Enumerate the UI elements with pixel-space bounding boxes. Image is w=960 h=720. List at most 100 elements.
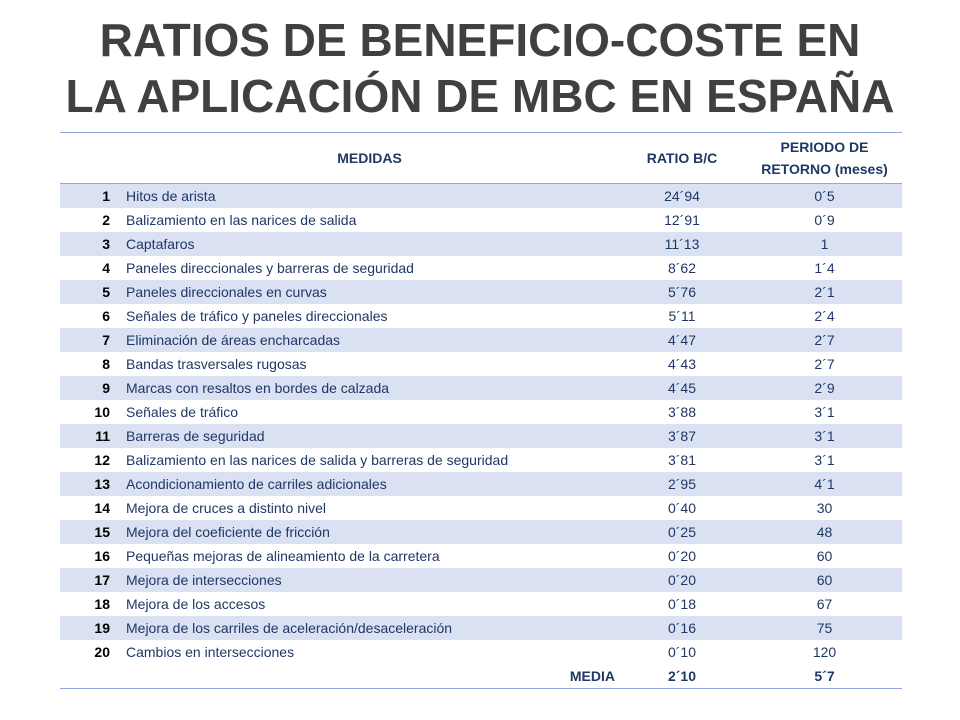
table-row: 7 Eliminación de áreas encharcadas 4´47 2´7 <box>60 328 902 352</box>
table-row: 16 Pequeñas mejoras de alineamiento de la… <box>60 544 902 568</box>
row-measure: Mejora de cruces a distinto nivel <box>122 496 617 520</box>
table-row: 9 Marcas con resaltos en bordes de calzad… <box>60 376 902 400</box>
row-period: 1 <box>747 232 902 256</box>
row-measure: Eliminación de áreas encharcadas <box>122 328 617 352</box>
row-measure: Mejora del coeficiente de fricción <box>122 520 617 544</box>
media-period: 5´7 <box>747 664 902 689</box>
row-measure: Marcas con resaltos en bordes de calzada <box>122 376 617 400</box>
row-measure: Paneles direccionales en curvas <box>122 280 617 304</box>
row-ratio: 5´11 <box>617 304 747 328</box>
row-number: 16 <box>60 544 122 568</box>
row-period: 2´9 <box>747 376 902 400</box>
row-measure: Bandas trasversales rugosas <box>122 352 617 376</box>
table-row: 12 Balizamiento en las narices de salida … <box>60 448 902 472</box>
header-period-line2: RETORNO (meses) <box>761 161 888 177</box>
row-ratio: 0´20 <box>617 568 747 592</box>
table-row: 2 Balizamiento en las narices de salida 12… <box>60 208 902 232</box>
row-measure: Balizamiento en las narices de salida <box>122 208 617 232</box>
table-row: 8 Bandas trasversales rugosas 4´43 2´7 <box>60 352 902 376</box>
row-period: 2´4 <box>747 304 902 328</box>
row-number: 3 <box>60 232 122 256</box>
table-row: 20 Cambios en intersecciones 0´10 120 <box>60 640 902 664</box>
row-measure: Hitos de arista <box>122 183 617 208</box>
table-row: 3 Captafaros 11´13 1 <box>60 232 902 256</box>
title-line-2: LA APLICACIÓN DE MBC EN ESPAÑA <box>65 70 895 122</box>
row-period: 48 <box>747 520 902 544</box>
row-number: 12 <box>60 448 122 472</box>
row-number: 6 <box>60 304 122 328</box>
row-number: 13 <box>60 472 122 496</box>
header-num <box>60 132 122 184</box>
row-number: 11 <box>60 424 122 448</box>
row-measure: Balizamiento en las narices de salida y … <box>122 448 617 472</box>
row-number: 17 <box>60 568 122 592</box>
row-period: 3´1 <box>747 424 902 448</box>
header-medidas: MEDIDAS <box>122 132 617 184</box>
row-ratio: 8´62 <box>617 256 747 280</box>
row-measure: Captafaros <box>122 232 617 256</box>
row-ratio: 2´95 <box>617 472 747 496</box>
row-period: 0´5 <box>747 183 902 208</box>
table-row: 4 Paneles direccionales y barreras de seg… <box>60 256 902 280</box>
media-ratio: 2´10 <box>617 664 747 689</box>
row-period: 2´7 <box>747 352 902 376</box>
row-ratio: 0´18 <box>617 592 747 616</box>
row-period: 1´4 <box>747 256 902 280</box>
row-number: 10 <box>60 400 122 424</box>
row-ratio: 12´91 <box>617 208 747 232</box>
row-period: 3´1 <box>747 448 902 472</box>
table-row: 14 Mejora de cruces a distinto nivel 0´40 3… <box>60 496 902 520</box>
row-period: 60 <box>747 544 902 568</box>
row-number: 19 <box>60 616 122 640</box>
row-ratio: 3´88 <box>617 400 747 424</box>
row-ratio: 0´25 <box>617 520 747 544</box>
row-period: 75 <box>747 616 902 640</box>
row-period: 4´1 <box>747 472 902 496</box>
row-measure: Cambios en intersecciones <box>122 640 617 664</box>
row-ratio: 5´76 <box>617 280 747 304</box>
row-measure: Mejora de los carriles de aceleración/de… <box>122 616 617 640</box>
table-row: 17 Mejora de intersecciones 0´20 60 <box>60 568 902 592</box>
row-measure: Paneles direccionales y barreras de segu… <box>122 256 617 280</box>
table-row: 13 Acondicionamiento de carriles adiciona… <box>60 472 902 496</box>
table-row: 18 Mejora de los accesos 0´18 67 <box>60 592 902 616</box>
row-measure: Señales de tráfico <box>122 400 617 424</box>
row-ratio: 4´47 <box>617 328 747 352</box>
table-row: 11 Barreras de seguridad 3´87 3´1 <box>60 424 902 448</box>
row-ratio: 0´16 <box>617 616 747 640</box>
row-measure: Barreras de seguridad <box>122 424 617 448</box>
row-ratio: 11´13 <box>617 232 747 256</box>
row-ratio: 3´87 <box>617 424 747 448</box>
row-period: 2´1 <box>747 280 902 304</box>
row-measure: Mejora de los accesos <box>122 592 617 616</box>
row-measure: Señales de tráfico y paneles direccional… <box>122 304 617 328</box>
row-measure: Pequeñas mejoras de alineamiento de la c… <box>122 544 617 568</box>
header-ratio: RATIO B/C <box>617 132 747 184</box>
header-period: PERIODO DE RETORNO (meses) <box>747 132 902 184</box>
row-number: 1 <box>60 183 122 208</box>
row-ratio: 24´94 <box>617 183 747 208</box>
row-number: 20 <box>60 640 122 664</box>
row-number: 7 <box>60 328 122 352</box>
row-period: 67 <box>747 592 902 616</box>
row-ratio: 0´10 <box>617 640 747 664</box>
header-period-line1: PERIODO DE <box>780 139 869 155</box>
benefit-cost-table: MEDIDAS RATIO B/C PERIODO DE RETORNO (me… <box>60 132 902 689</box>
row-number: 2 <box>60 208 122 232</box>
table-row: 6 Señales de tráfico y paneles direcciona… <box>60 304 902 328</box>
row-number: 8 <box>60 352 122 376</box>
table-row: 15 Mejora del coeficiente de fricción 0´25… <box>60 520 902 544</box>
row-period: 30 <box>747 496 902 520</box>
table-row: 19 Mejora de los carriles de aceleración/… <box>60 616 902 640</box>
row-number: 18 <box>60 592 122 616</box>
table-row: 10 Señales de tráfico 3´88 3´1 <box>60 400 902 424</box>
row-period: 3´1 <box>747 400 902 424</box>
row-ratio: 4´43 <box>617 352 747 376</box>
row-ratio: 0´40 <box>617 496 747 520</box>
row-ratio: 4´45 <box>617 376 747 400</box>
row-ratio: 0´20 <box>617 544 747 568</box>
row-period: 120 <box>747 640 902 664</box>
row-number: 4 <box>60 256 122 280</box>
row-number: 5 <box>60 280 122 304</box>
media-label: MEDIA <box>122 664 617 689</box>
